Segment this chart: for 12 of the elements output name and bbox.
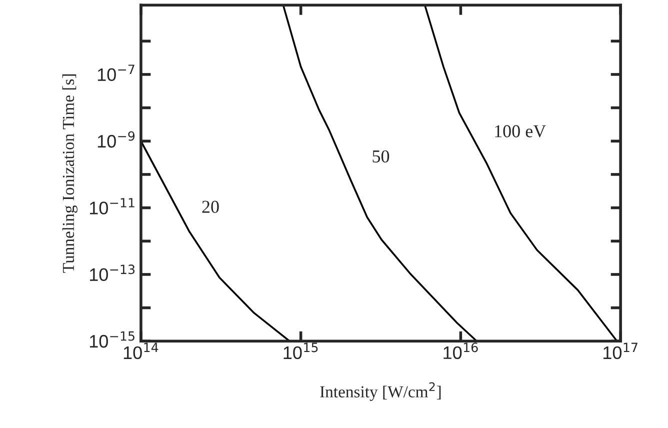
annotation: 100 eV: [495, 125, 546, 138]
annotation: 20: [202, 200, 219, 213]
x-tick-label: 10$^{16}$: [444, 342, 478, 360]
x-tick-label: 10$^{17}$: [604, 342, 638, 360]
x-tick-label: 10$^{15}$: [284, 342, 318, 360]
y-tick-label: 10$^{−13}$: [90, 264, 135, 282]
y-axis-title: Tunneling Ionization Time [s]: [62, 74, 78, 273]
y-tick-label: 10$^{−9}$: [98, 131, 135, 148]
x-axis-title: Intensity [W/cm$^{2}$]: [320, 382, 441, 401]
annotation: 50: [372, 150, 390, 163]
y-tick-label: 10$^{−11}$: [90, 198, 134, 214]
y-tick-label: 10$^{−7}$: [98, 64, 134, 82]
